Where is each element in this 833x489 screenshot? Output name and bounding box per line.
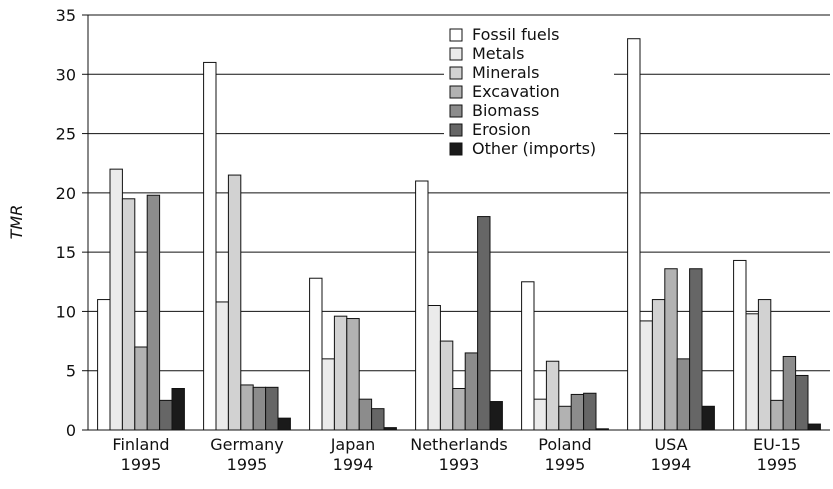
x-tick-label: Japan (330, 435, 376, 454)
x-tick-label: Poland (538, 435, 591, 454)
legend-swatch (449, 104, 463, 118)
bar (521, 281, 535, 431)
legend-swatch (449, 28, 463, 42)
x-tick-label: 1995 (545, 455, 586, 474)
y-tick-label: 15 (56, 243, 76, 262)
x-tick-label: Germany (210, 435, 284, 454)
bar (676, 358, 691, 431)
bar (134, 346, 148, 431)
bar (252, 386, 267, 431)
bar (627, 38, 641, 431)
bar (439, 340, 454, 431)
bar (489, 401, 503, 431)
x-tick-label: USA (654, 435, 687, 454)
bar (757, 299, 772, 431)
legend-swatch (449, 47, 463, 61)
x-tick-label: 1994 (333, 455, 374, 474)
bar (533, 398, 547, 431)
y-tick-label: 0 (66, 421, 76, 440)
y-tick-label: 35 (56, 6, 76, 25)
legend-swatch (449, 85, 463, 99)
bar (159, 399, 173, 431)
y-axis-label: TMR (7, 205, 26, 240)
bar (701, 405, 715, 431)
bar (121, 198, 136, 431)
bar (240, 384, 254, 431)
bar (97, 299, 111, 431)
x-tick-label: Netherlands (410, 435, 508, 454)
bar (651, 299, 666, 431)
bar (358, 398, 373, 431)
legend-label: Other (imports) (472, 139, 596, 158)
bar (109, 168, 123, 431)
bar (583, 392, 597, 431)
bar (452, 388, 466, 431)
x-tick-label: 1995 (757, 455, 798, 474)
bar (639, 320, 653, 431)
bar (770, 399, 784, 431)
legend-label: Fossil fuels (472, 25, 559, 44)
x-tick-label: 1995 (227, 455, 268, 474)
bar (171, 388, 185, 431)
x-tick-label: 1995 (121, 455, 162, 474)
bar (346, 318, 360, 431)
bar (146, 194, 161, 431)
bar (664, 268, 678, 431)
legend-label: Biomass (472, 101, 539, 120)
bar (309, 277, 323, 431)
bar (545, 360, 560, 431)
bar (215, 301, 229, 431)
bar (333, 315, 348, 431)
bar (321, 358, 335, 431)
y-tick-label: 30 (56, 65, 76, 84)
bar (464, 352, 479, 431)
x-tick-label: Finland (112, 435, 169, 454)
legend-swatch (449, 66, 463, 80)
legend-bg (444, 25, 614, 175)
y-tick-label: 5 (66, 362, 76, 381)
x-tick-label: EU-15 (753, 435, 801, 454)
legend-label: Erosion (472, 120, 531, 139)
bar (227, 174, 242, 431)
bar (265, 386, 279, 431)
bar (415, 180, 429, 431)
legend-label: Excavation (472, 82, 560, 101)
bar (570, 393, 585, 431)
y-tick-label: 25 (56, 125, 76, 144)
legend-swatch (449, 142, 463, 156)
bar (558, 405, 572, 431)
bar (277, 417, 291, 431)
y-tick-label: 20 (56, 184, 76, 203)
bar (733, 259, 747, 431)
legend-swatch (449, 123, 463, 137)
bar (795, 374, 809, 431)
bar (427, 305, 441, 431)
bar (477, 216, 491, 431)
bar (745, 313, 759, 431)
x-tick-label: 1994 (651, 455, 692, 474)
bar (782, 355, 797, 431)
legend-label: Minerals (472, 63, 539, 82)
bar (371, 408, 385, 431)
x-tick-label: 1993 (439, 455, 480, 474)
bar (807, 423, 821, 431)
legend-label: Metals (472, 44, 525, 63)
y-tick-label: 10 (56, 302, 76, 321)
bar (689, 268, 703, 431)
bar (203, 61, 217, 431)
